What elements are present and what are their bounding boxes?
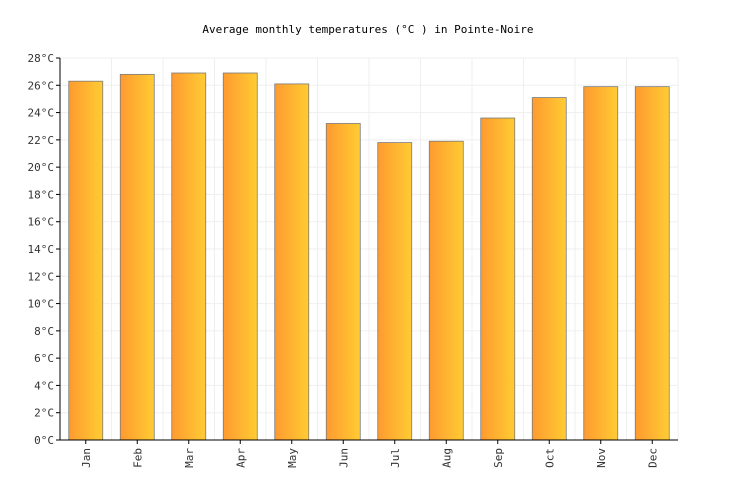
- bar-may: [274, 83, 310, 441]
- x-tick-label-mar: Mar: [183, 448, 196, 468]
- y-tick-label: 10°C: [28, 298, 55, 311]
- x-tick-label-oct: Oct: [543, 448, 556, 468]
- y-tick-label: 16°C: [28, 216, 55, 229]
- x-tick-label-jun: Jun: [337, 448, 350, 468]
- x-tick-label-feb: Feb: [131, 448, 144, 468]
- x-tick-labels: Jan Feb Mar Apr May Jun Jul Aug Sep Oct Nov Dec: [80, 448, 660, 468]
- y-tick-label: 22°C: [28, 134, 55, 147]
- chart-title: Average monthly temperatures (°C ) in Po…: [202, 23, 533, 36]
- bar-dec: [634, 86, 670, 441]
- bar-mar: [171, 72, 207, 441]
- x-tick-label-sep: Sep: [492, 448, 505, 468]
- x-tick-label-jul: Jul: [389, 448, 402, 468]
- y-tick-label: 28°C: [28, 52, 55, 65]
- y-tick-label: 12°C: [28, 270, 55, 283]
- x-tick-label-dec: Dec: [646, 448, 659, 468]
- axes: [56, 57, 678, 444]
- y-tick-label: 20°C: [28, 161, 55, 174]
- bar-aug: [428, 140, 464, 441]
- x-tick-label-may: May: [286, 448, 299, 468]
- x-tick-label-aug: Aug: [440, 448, 453, 468]
- y-tick-label: 2°C: [34, 407, 54, 420]
- bar-jan: [68, 80, 104, 441]
- x-tick-label-apr: Apr: [234, 448, 247, 468]
- y-tick-label: 14°C: [28, 243, 55, 256]
- bar-oct: [531, 97, 567, 441]
- y-tick-label: 8°C: [34, 325, 54, 338]
- bar-jul: [377, 142, 413, 441]
- grid-lines: [60, 57, 679, 440]
- bars: [68, 72, 670, 441]
- bar-apr: [222, 72, 258, 441]
- y-tick-label: 26°C: [28, 79, 55, 92]
- x-tick-label-nov: Nov: [595, 448, 608, 468]
- bar-feb: [119, 73, 155, 441]
- y-tick-label: 24°C: [28, 107, 55, 120]
- y-tick-label: 6°C: [34, 352, 54, 365]
- y-tick-label: 0°C: [34, 434, 54, 447]
- y-tick-label: 18°C: [28, 188, 55, 201]
- bar-nov: [583, 86, 619, 441]
- y-tick-label: 4°C: [34, 379, 54, 392]
- x-tick-label-jan: Jan: [80, 448, 93, 468]
- y-tick-labels: 0°C 2°C 4°C 6°C 8°C 10°C 12°C 14°C 16°C 18°C 20°C 2…: [28, 52, 55, 447]
- bar-jun: [325, 123, 361, 441]
- bar-sep: [480, 117, 516, 441]
